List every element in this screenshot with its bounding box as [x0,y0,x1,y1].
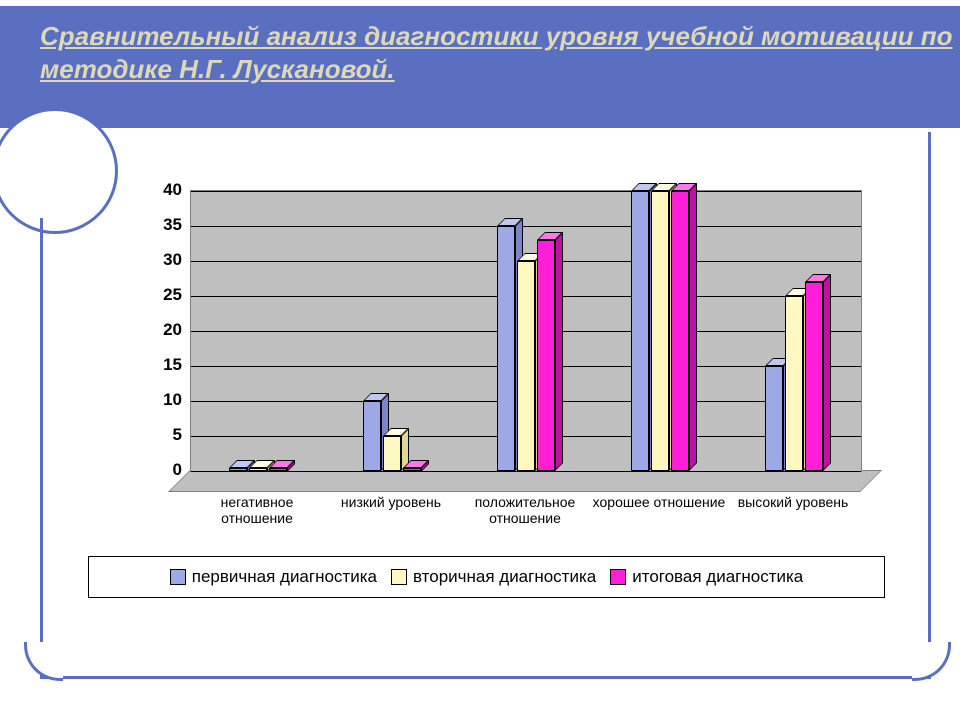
y-tick-label: 40 [132,180,182,200]
y-tick-label: 30 [132,250,182,270]
x-category-label: хорошее отношение [592,494,726,510]
x-category-label: положительное отношение [458,494,592,526]
legend-label: первичная диагностика [192,567,377,587]
legend-item: вторичная диагностика [391,567,596,587]
y-tick-label: 35 [132,215,182,235]
chart: 0510152025303540негативное отношениенизк… [120,190,890,590]
y-tick-label: 10 [132,390,182,410]
gridline [191,471,861,472]
decorative-circle [0,108,118,234]
x-category-label: высокий уровень [726,494,860,510]
y-tick-label: 5 [132,425,182,445]
legend-swatch [610,569,626,585]
y-tick-label: 0 [132,460,182,480]
y-tick-label: 20 [132,320,182,340]
legend-item: первичная диагностика [170,567,377,587]
y-tick-label: 15 [132,355,182,375]
y-tick-label: 25 [132,285,182,305]
frame-corner-bl [24,642,63,681]
legend: первичная диагностика вторичная диагности… [88,556,885,598]
slide: Сравнительный анализ диагностики уровня … [0,0,960,720]
x-category-label: низкий уровень [324,494,458,510]
legend-label: итоговая диагностика [632,567,803,587]
x-category-label: негативное отношение [190,494,324,526]
frame-right [928,132,931,679]
frame-left [40,218,43,678]
legend-swatch [170,569,186,585]
chart-floor [168,470,882,492]
frame-corner-br [912,642,951,681]
legend-item: итоговая диагностика [610,567,803,587]
title-band: Сравнительный анализ диагностики уровня … [0,6,960,128]
legend-label: вторичная диагностика [413,567,596,587]
legend-swatch [391,569,407,585]
frame-bottom [40,676,930,679]
slide-title: Сравнительный анализ диагностики уровня … [40,20,960,85]
